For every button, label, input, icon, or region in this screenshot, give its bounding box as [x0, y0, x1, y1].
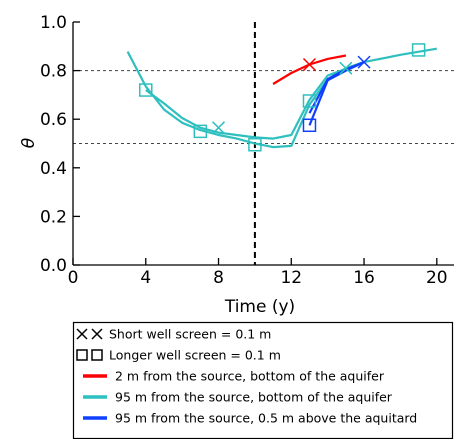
legend-entry-label: 2 m from the source, bottom of the aquif… — [115, 369, 385, 384]
square-marker — [139, 83, 153, 97]
x-marker — [91, 328, 103, 340]
square-marker — [411, 43, 426, 57]
y-tick-label: 0.2 — [40, 207, 67, 227]
x-tick-label: 12 — [280, 268, 302, 288]
x-tick-label: 20 — [426, 268, 448, 288]
x-marker — [302, 57, 317, 72]
legend-entry-label: 95 m from the source, bottom of the aqui… — [115, 390, 393, 405]
square-marker — [302, 94, 317, 108]
x-tick-label: 16 — [353, 268, 375, 288]
square-marker — [193, 124, 208, 139]
y-axis-label: θ — [19, 137, 39, 148]
legend-entry-label: Short well screen = 0.1 m — [109, 327, 271, 342]
x-tick-label: 4 — [140, 268, 151, 288]
legend: Short well screen = 0.1 m Longer well scr… — [72, 321, 454, 439]
x-marker — [357, 55, 371, 69]
square-marker — [248, 137, 262, 152]
y-tick-label: 1.0 — [40, 13, 67, 33]
plot-area: 0.0 0.2 0.4 0.6 0.8 1.0 0 4 8 12 16 20 — [40, 13, 454, 288]
legend-entry-label: Longer well screen = 0.1 m — [109, 348, 281, 363]
series-line-blue — [308, 61, 365, 126]
series-line-cyan — [126, 51, 365, 149]
x-axis-label: Time (y) — [224, 297, 295, 317]
square-marker — [302, 118, 317, 133]
x-tick-label: 0 — [68, 268, 79, 288]
y-tick-label: 0.4 — [40, 159, 67, 179]
x-tick-label: 8 — [213, 268, 224, 288]
x-marker — [339, 61, 353, 75]
series-line-red — [272, 54, 347, 85]
legend-entry-label: 95 m from the source, 0.5 m above the aq… — [115, 411, 417, 426]
y-tick-label: 0.6 — [40, 110, 67, 130]
y-tick-label: 0.0 — [40, 256, 67, 276]
square-marker — [76, 349, 88, 361]
y-tick-label: 0.8 — [40, 62, 67, 82]
x-marker — [211, 121, 226, 135]
legend-box — [72, 321, 454, 439]
square-marker — [91, 349, 103, 361]
x-marker — [76, 328, 88, 340]
